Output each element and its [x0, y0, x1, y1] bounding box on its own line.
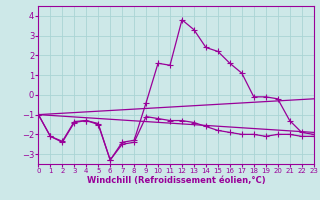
X-axis label: Windchill (Refroidissement éolien,°C): Windchill (Refroidissement éolien,°C) [87, 176, 265, 185]
